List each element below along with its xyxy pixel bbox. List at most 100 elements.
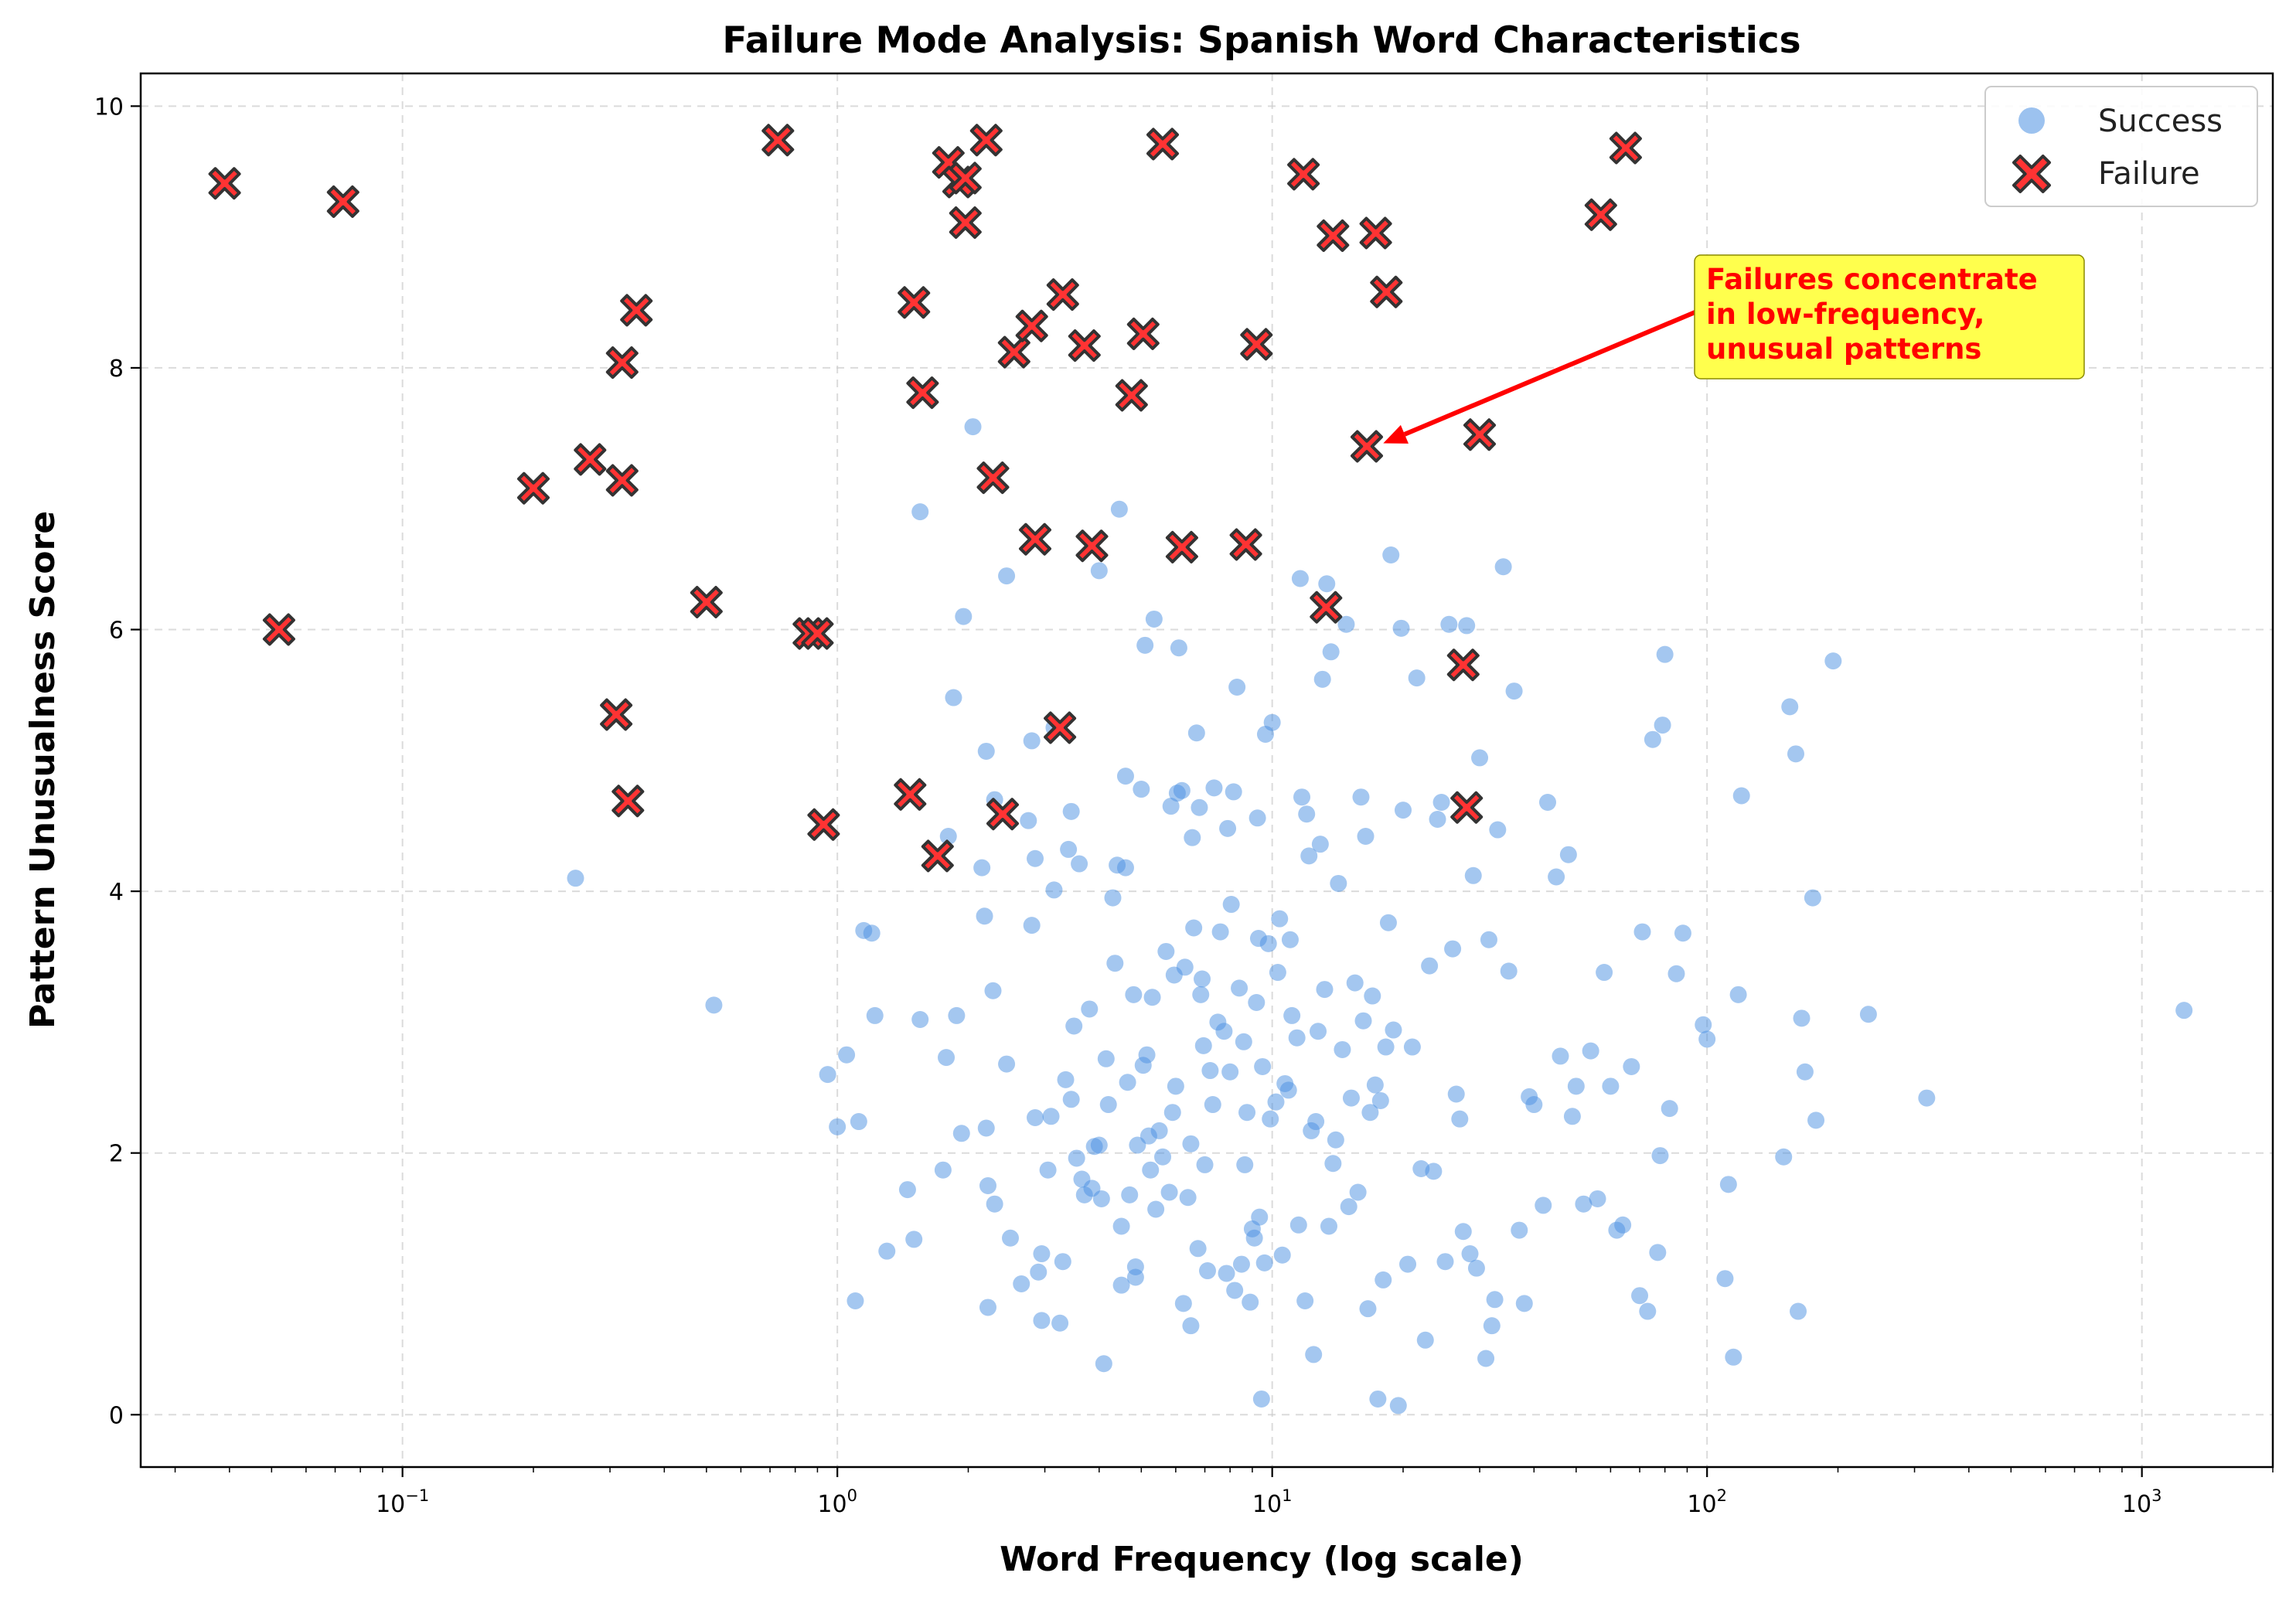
success-point <box>1859 1006 1877 1023</box>
success-point <box>1310 1023 1327 1040</box>
success-point <box>1283 1006 1301 1024</box>
success-point <box>898 1181 916 1199</box>
success-point <box>1116 859 1134 877</box>
success-point <box>1273 1246 1291 1264</box>
failure-point <box>620 294 653 327</box>
success-point <box>1150 1122 1168 1139</box>
success-point <box>1340 1198 1358 1216</box>
success-point <box>939 827 957 845</box>
success-point <box>938 1049 956 1067</box>
success-point <box>1002 1229 1020 1247</box>
failure-point <box>898 286 931 319</box>
success-point <box>952 1125 970 1142</box>
success-point <box>1796 1063 1814 1081</box>
success-point <box>1187 724 1205 742</box>
success-point <box>1222 896 1240 914</box>
failure-point <box>949 162 982 195</box>
success-point <box>911 503 929 521</box>
success-point <box>1500 962 1518 980</box>
success-point <box>1567 1077 1585 1095</box>
success-point <box>850 1113 867 1131</box>
success-point <box>1631 1287 1649 1305</box>
success-point <box>1674 924 1691 942</box>
success-point <box>567 870 584 887</box>
success-point <box>1354 1012 1372 1030</box>
success-point <box>979 1299 996 1316</box>
success-point <box>1157 942 1175 960</box>
success-point <box>1633 923 1651 941</box>
failure-point <box>969 124 1003 157</box>
success-point <box>1324 1155 1342 1173</box>
success-point <box>1467 1259 1485 1277</box>
y-tick-label: 2 <box>109 1141 124 1168</box>
success-point <box>1429 810 1446 828</box>
success-point <box>1464 866 1482 884</box>
success-point <box>1656 645 1674 663</box>
x-tick-label: 10−1 <box>376 1486 429 1518</box>
success-point <box>1097 1050 1115 1067</box>
success-point <box>1399 1255 1417 1273</box>
success-point <box>1408 669 1426 687</box>
success-point <box>1389 1397 1407 1414</box>
failure-point <box>1463 418 1496 451</box>
success-point <box>847 1292 864 1309</box>
y-tick-label: 0 <box>109 1402 124 1429</box>
success-point <box>1279 1081 1297 1099</box>
success-point <box>1126 1258 1144 1275</box>
legend-failure-x <box>2012 155 2051 193</box>
success-point <box>1167 1077 1184 1095</box>
failure-point <box>1046 278 1079 311</box>
success-point <box>1563 1108 1581 1125</box>
failure-point <box>1317 219 1350 252</box>
success-point <box>1444 940 1462 958</box>
success-point <box>1160 1183 1178 1201</box>
failure-point <box>600 698 633 731</box>
success-point <box>1281 931 1299 948</box>
success-point <box>1824 652 1842 670</box>
success-point <box>1106 955 1124 972</box>
success-point <box>986 1195 1003 1213</box>
success-point <box>1644 730 1661 748</box>
success-point <box>1033 1312 1051 1329</box>
success-point <box>1259 934 1277 952</box>
annotation-box <box>1694 254 2085 380</box>
success-point <box>1112 1217 1130 1235</box>
failure-point <box>1115 379 1148 412</box>
annotation-line-1: Failures concentrate <box>1706 263 2038 296</box>
success-point <box>1352 788 1370 806</box>
legend-success-label: Success <box>2098 104 2223 139</box>
success-point <box>1232 1255 1250 1273</box>
success-point <box>1477 1350 1495 1367</box>
success-point <box>1596 964 1613 982</box>
success-point <box>1023 732 1041 750</box>
failure-point <box>208 167 241 200</box>
failure-point <box>517 471 550 505</box>
success-point <box>1793 1009 1811 1027</box>
annotation-line-3: unusual patterns <box>1706 332 1981 366</box>
success-point <box>1346 974 1364 992</box>
failure-point <box>894 778 927 811</box>
success-point <box>1182 1317 1200 1335</box>
success-point <box>1198 1262 1216 1280</box>
success-point <box>1559 846 1577 863</box>
success-point <box>1254 1057 1272 1075</box>
legend-box <box>1984 86 2258 207</box>
success-point <box>1440 615 1458 633</box>
failure-point <box>1075 529 1109 563</box>
success-point <box>1425 1163 1443 1180</box>
success-point <box>1255 1254 1273 1271</box>
success-point <box>945 689 962 706</box>
success-point <box>1231 979 1248 997</box>
success-point <box>1215 1023 1233 1040</box>
success-point <box>1062 1091 1080 1108</box>
success-point <box>1068 1149 1085 1167</box>
success-point <box>1225 783 1242 801</box>
success-point <box>973 859 991 877</box>
x-tick-label: 103 <box>2122 1486 2162 1518</box>
failure-point <box>1446 649 1480 682</box>
failure-point <box>326 185 359 218</box>
success-point <box>1313 670 1331 688</box>
failure-point <box>1146 128 1179 161</box>
success-point <box>1245 1229 1263 1247</box>
